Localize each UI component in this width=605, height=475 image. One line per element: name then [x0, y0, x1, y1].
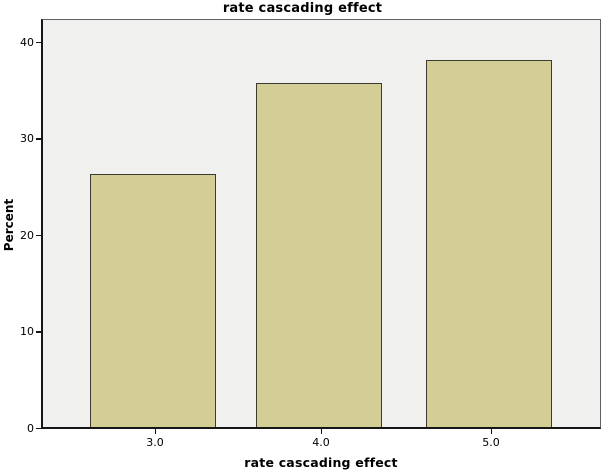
y-tick-label: 40 [20, 35, 34, 49]
y-axis-title: Percent [2, 198, 16, 252]
bar [90, 174, 216, 427]
plot-area [41, 19, 601, 429]
x-axis-title: rate cascading effect [244, 455, 398, 470]
x-tick-label: 3.0 [146, 436, 164, 449]
x-tick-label: 4.0 [312, 436, 330, 449]
x-axis-tick [320, 429, 322, 434]
y-axis-tick [36, 427, 41, 429]
y-axis-tick [36, 41, 41, 44]
y-tick-label: 30 [20, 132, 34, 146]
chart-title: rate cascading effect [222, 1, 383, 16]
y-axis-tick [36, 234, 41, 237]
x-tick-label: 5.0 [482, 436, 500, 449]
y-tick-label: 20 [20, 228, 34, 242]
y-tick-label: 0 [27, 421, 34, 435]
y-tick-label: 10 [20, 325, 34, 339]
y-axis-tick [36, 138, 41, 140]
y-axis-tick [36, 331, 41, 333]
bar [256, 83, 382, 427]
bar [426, 60, 552, 427]
x-axis-tick [490, 429, 492, 434]
x-axis-tick [154, 429, 156, 434]
